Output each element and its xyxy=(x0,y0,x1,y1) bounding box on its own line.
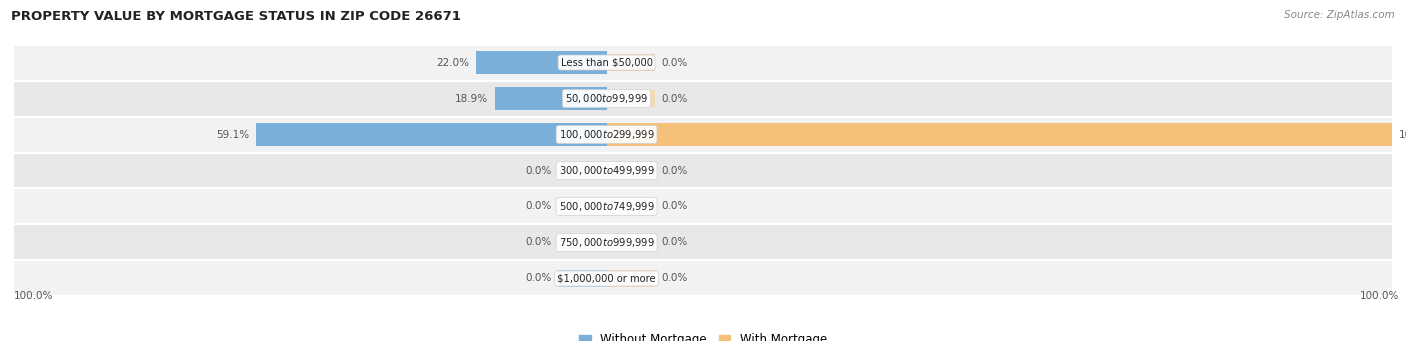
Bar xyxy=(14,262,1392,296)
Text: 100.0%: 100.0% xyxy=(14,291,53,301)
Bar xyxy=(558,198,606,215)
Text: $500,000 to $749,999: $500,000 to $749,999 xyxy=(558,200,655,213)
Bar xyxy=(477,51,606,74)
Text: 22.0%: 22.0% xyxy=(436,58,470,68)
Bar xyxy=(558,270,606,287)
Text: 100.0%: 100.0% xyxy=(1399,130,1406,139)
Text: $1,000,000 or more: $1,000,000 or more xyxy=(557,273,655,283)
Text: 0.0%: 0.0% xyxy=(662,58,688,68)
Text: 0.0%: 0.0% xyxy=(526,273,551,283)
Text: $750,000 to $999,999: $750,000 to $999,999 xyxy=(558,236,655,249)
Bar xyxy=(14,225,1392,260)
Text: 0.0%: 0.0% xyxy=(526,237,551,248)
Text: 0.0%: 0.0% xyxy=(662,237,688,248)
Text: 0.0%: 0.0% xyxy=(662,273,688,283)
Bar xyxy=(14,153,1392,188)
Bar xyxy=(14,189,1392,224)
Text: Source: ZipAtlas.com: Source: ZipAtlas.com xyxy=(1284,10,1395,20)
Bar xyxy=(606,270,655,287)
Text: 18.9%: 18.9% xyxy=(454,93,488,104)
Bar xyxy=(14,117,1392,152)
Text: 0.0%: 0.0% xyxy=(526,202,551,211)
Bar xyxy=(14,81,1392,116)
Bar xyxy=(606,234,655,251)
Bar xyxy=(606,162,655,179)
Text: 0.0%: 0.0% xyxy=(526,165,551,176)
Text: $300,000 to $499,999: $300,000 to $499,999 xyxy=(558,164,655,177)
Text: 0.0%: 0.0% xyxy=(662,93,688,104)
Bar xyxy=(256,123,606,146)
Text: $50,000 to $99,999: $50,000 to $99,999 xyxy=(565,92,648,105)
Text: 100.0%: 100.0% xyxy=(1360,291,1399,301)
Text: PROPERTY VALUE BY MORTGAGE STATUS IN ZIP CODE 26671: PROPERTY VALUE BY MORTGAGE STATUS IN ZIP… xyxy=(11,10,461,23)
Text: Less than $50,000: Less than $50,000 xyxy=(561,58,652,68)
Bar xyxy=(606,90,655,107)
Bar xyxy=(606,54,655,71)
Text: $100,000 to $299,999: $100,000 to $299,999 xyxy=(558,128,654,141)
Bar xyxy=(606,123,1392,146)
Legend: Without Mortgage, With Mortgage: Without Mortgage, With Mortgage xyxy=(574,329,832,341)
Bar xyxy=(558,234,606,251)
Text: 0.0%: 0.0% xyxy=(662,165,688,176)
Text: 59.1%: 59.1% xyxy=(217,130,249,139)
Bar xyxy=(558,162,606,179)
Bar xyxy=(495,87,606,110)
Text: 0.0%: 0.0% xyxy=(662,202,688,211)
Bar xyxy=(14,45,1392,79)
Bar xyxy=(606,198,655,215)
